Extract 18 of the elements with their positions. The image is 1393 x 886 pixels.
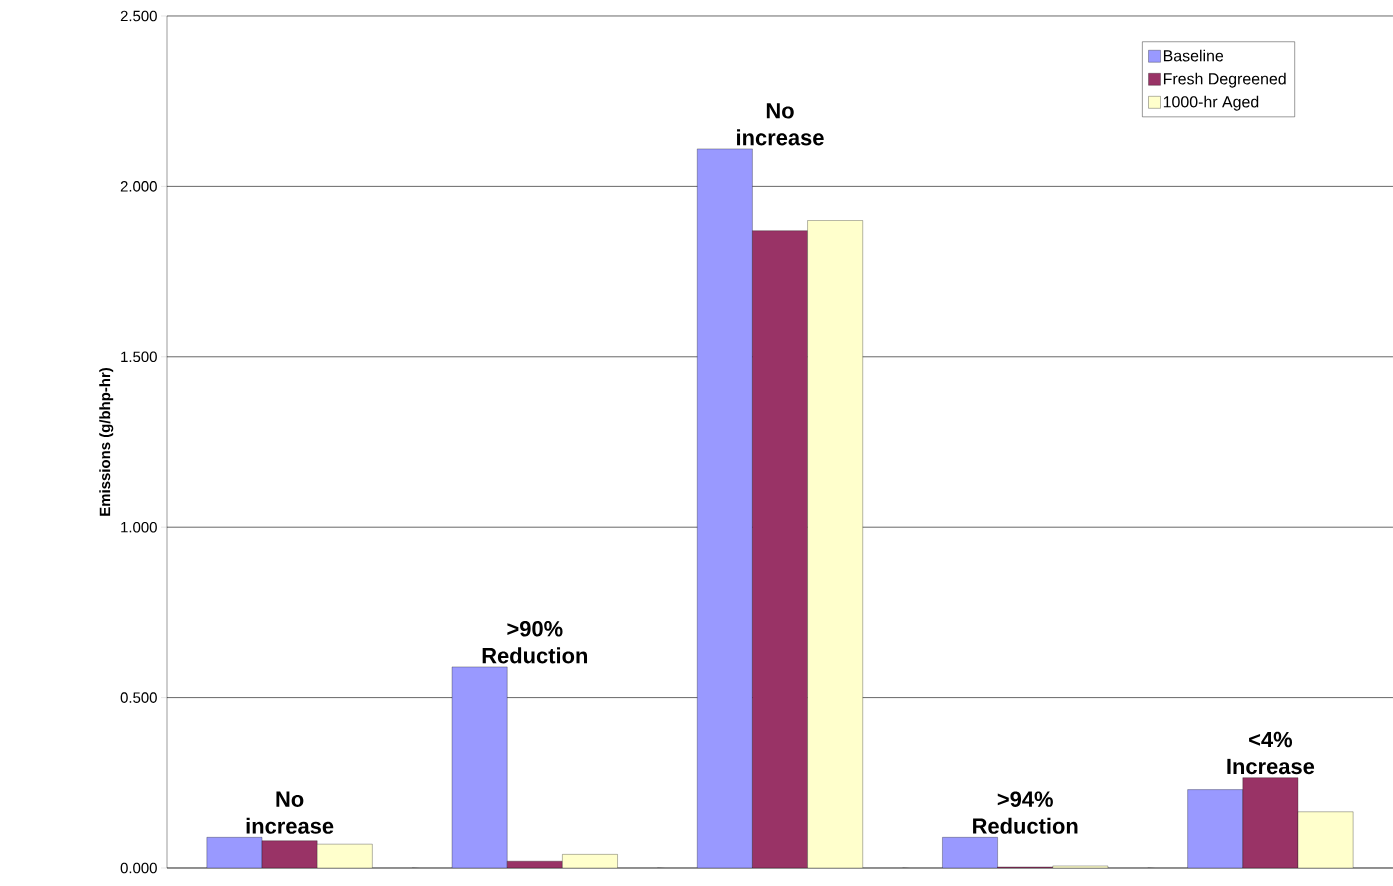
- legend-label: 1000-hr Aged: [1163, 95, 1259, 111]
- bar: [752, 230, 808, 868]
- y-axis-title: Emissions (g/bhp-hr): [99, 368, 114, 516]
- annotation: No increase: [737, 103, 824, 146]
- y-tick-label: 2.500: [120, 10, 157, 22]
- bar: [261, 840, 318, 868]
- bar: [1242, 777, 1299, 868]
- y-tick-label: 2.000: [120, 181, 157, 192]
- y-tick-label: 1.500: [121, 351, 157, 363]
- annotation: >94% Reduction: [973, 791, 1078, 834]
- annotation: >90% Reduction: [482, 620, 588, 664]
- legend-label: Fresh Degreened: [1163, 72, 1286, 88]
- annotation: No increase: [246, 791, 334, 834]
- y-tick-label: 0.000: [120, 862, 157, 874]
- legend-label: Baseline: [1163, 49, 1224, 62]
- y-tick-label: 1.000: [121, 521, 157, 533]
- annotation: <4% Increase: [1227, 731, 1315, 775]
- y-tick-label: 0.500: [120, 692, 157, 703]
